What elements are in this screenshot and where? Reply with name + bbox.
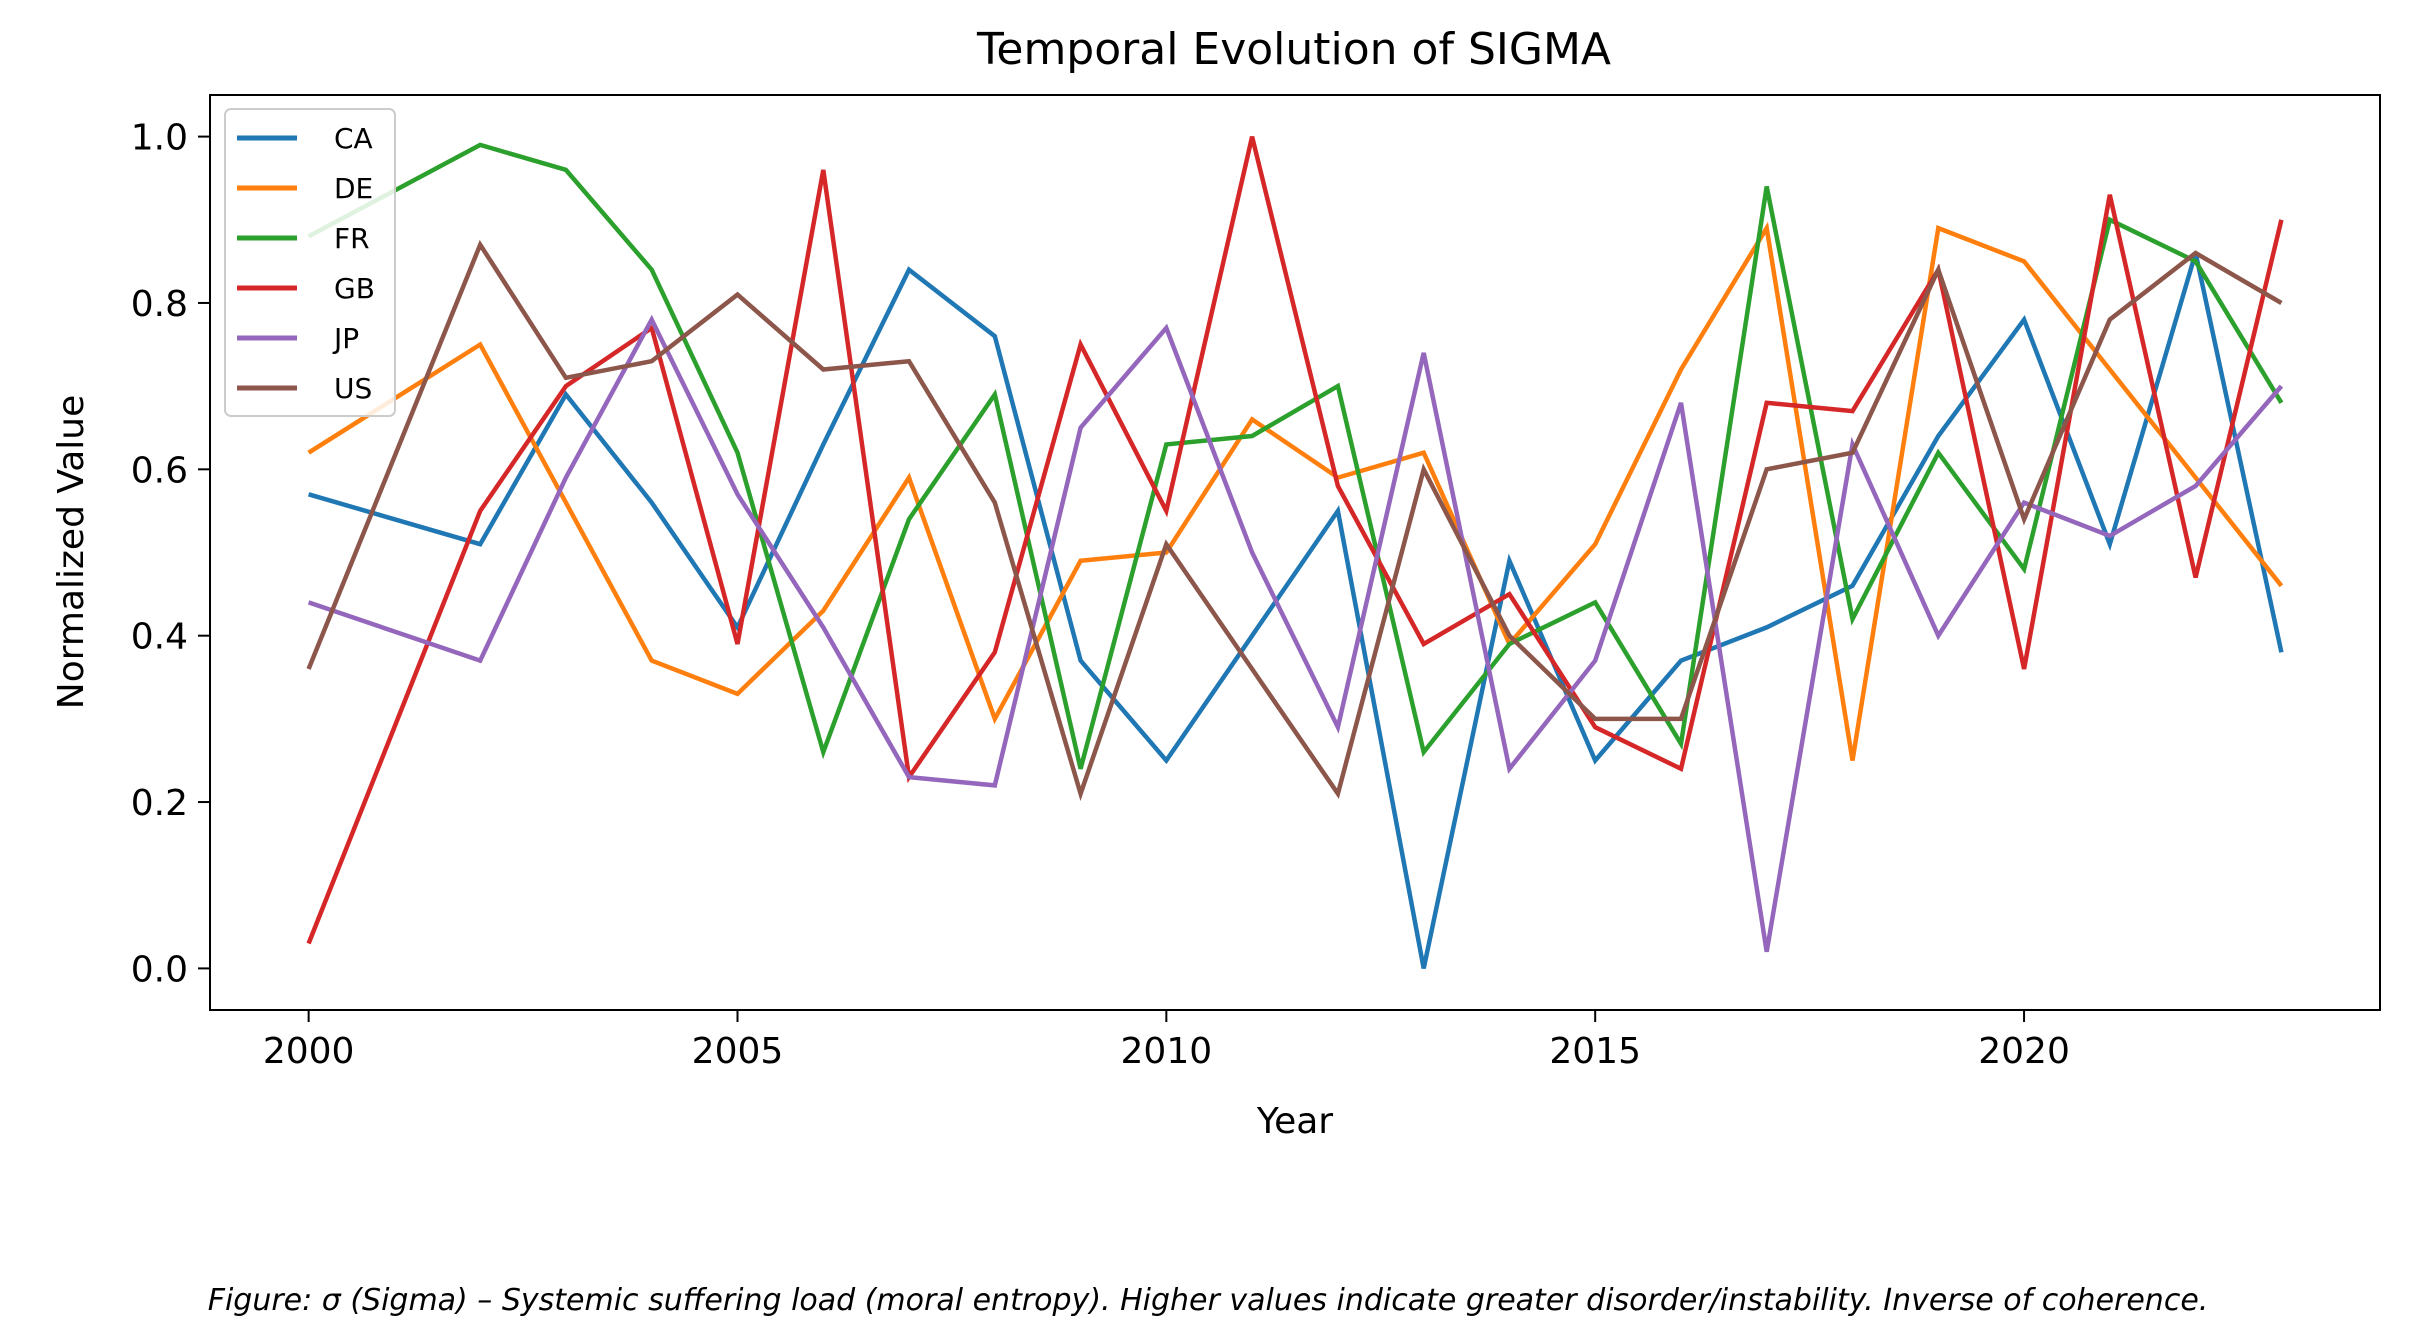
series-line-us	[306, 239, 2283, 802]
y-tick-label: 0.2	[131, 783, 188, 824]
x-tick-label: 2010	[1121, 1031, 1213, 1072]
y-axis-label: Normalized Value	[51, 395, 92, 709]
legend-label-ca: CA	[334, 122, 373, 155]
series-lines	[306, 136, 2284, 969]
y-axis: 0.0 0.2 0.4 0.6 0.8 1.0	[131, 118, 210, 990]
series-line-gb	[306, 136, 2284, 945]
legend: CA DE FR GB JP US	[224, 108, 396, 417]
x-axis: 2000 2005 2010 2015 2020	[263, 1010, 2070, 1072]
x-tick-label: 2005	[692, 1031, 784, 1072]
x-tick-label: 2000	[263, 1031, 355, 1072]
legend-label-jp: JP	[332, 322, 359, 355]
y-tick-label: 0.6	[131, 450, 188, 491]
series-line-jp	[307, 314, 2284, 953]
x-tick-label: 2020	[1978, 1031, 2070, 1072]
legend-label-fr: FR	[334, 222, 370, 255]
y-tick-label: 1.0	[131, 118, 188, 159]
legend-label-gb: GB	[334, 272, 375, 305]
legend-label-us: US	[334, 372, 372, 405]
chart-title: Temporal Evolution of SIGMA	[976, 24, 1611, 75]
legend-label-de: DE	[334, 172, 373, 205]
y-tick-label: 0.8	[131, 284, 188, 325]
legend-box	[224, 108, 396, 417]
y-tick-label: 0.4	[131, 617, 188, 658]
x-tick-label: 2015	[1549, 1031, 1641, 1072]
series-line-fr	[307, 142, 2284, 770]
plot-frame	[209, 94, 2381, 1011]
y-tick-label: 0.0	[131, 949, 188, 990]
figure-caption: Figure: σ (Sigma) – Systemic suffering l…	[208, 1283, 2209, 1318]
x-axis-label: Year	[1256, 1101, 1333, 1142]
